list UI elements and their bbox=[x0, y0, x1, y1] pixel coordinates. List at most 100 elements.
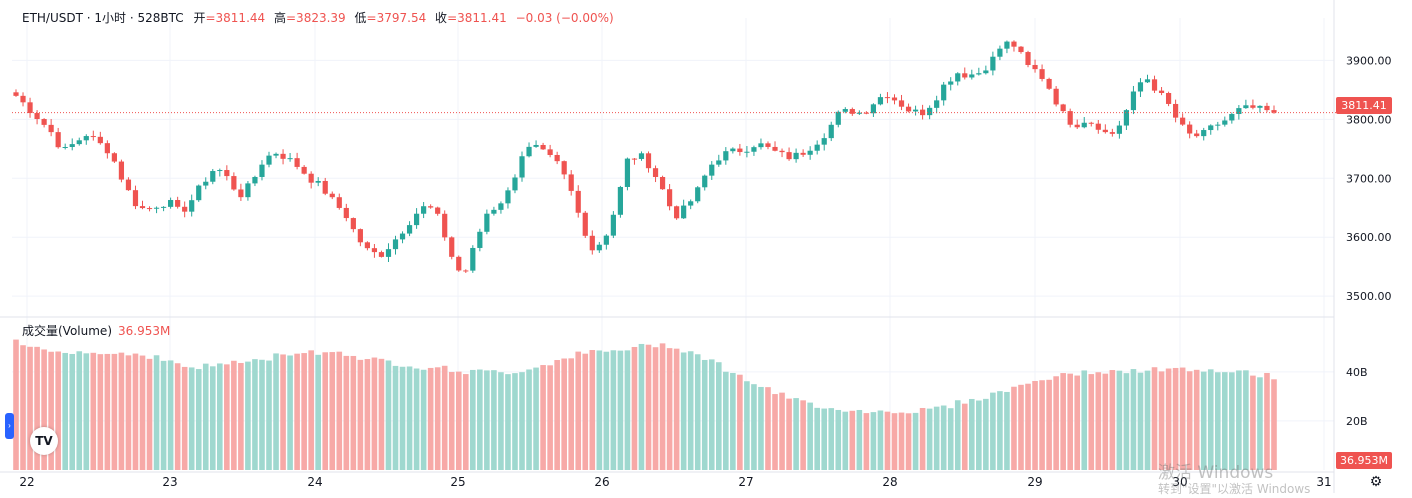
candle-body bbox=[62, 147, 68, 149]
time-tick-label: 28 bbox=[882, 475, 897, 489]
volume-bar bbox=[561, 358, 567, 470]
candle-body bbox=[203, 181, 209, 186]
candle-body bbox=[118, 161, 125, 180]
volume-bar bbox=[997, 391, 1003, 470]
candle-body bbox=[252, 176, 258, 184]
volume-bar bbox=[800, 400, 806, 470]
volume-value: 36.953M bbox=[118, 324, 171, 338]
candle-body bbox=[983, 70, 989, 74]
volume-bar bbox=[645, 344, 652, 470]
low-label: 低 bbox=[354, 11, 367, 25]
candle-body bbox=[934, 100, 940, 108]
volume-bar bbox=[209, 366, 216, 470]
volume-bar bbox=[807, 402, 813, 470]
last-volume-tag: 36.953M bbox=[1336, 452, 1392, 469]
candle-body bbox=[456, 256, 462, 271]
candle-body bbox=[90, 136, 96, 138]
candle-body bbox=[540, 144, 546, 150]
candle-body bbox=[1109, 132, 1115, 134]
candle-body bbox=[20, 95, 26, 103]
volume-bar bbox=[329, 352, 336, 470]
volume-bar bbox=[863, 413, 870, 470]
volume-bar bbox=[434, 367, 441, 470]
volume-bar bbox=[835, 409, 842, 470]
candle-body bbox=[168, 200, 174, 207]
volume-bar bbox=[392, 365, 399, 470]
gear-icon[interactable]: ⚙ bbox=[1369, 473, 1383, 489]
volume-bar bbox=[617, 350, 624, 470]
volume-bar bbox=[1214, 372, 1221, 470]
candle-body bbox=[666, 189, 673, 207]
open-value: =3811.44 bbox=[205, 11, 266, 25]
chevron-right-icon[interactable]: › bbox=[5, 413, 14, 439]
volume-bar bbox=[1067, 373, 1073, 470]
volume-bar bbox=[427, 367, 434, 470]
volume-bar bbox=[638, 343, 645, 470]
volume-bar bbox=[1123, 373, 1130, 470]
candle-body bbox=[97, 136, 103, 144]
volume-bar bbox=[1271, 379, 1277, 470]
volume-bar bbox=[814, 407, 820, 470]
candle-body bbox=[842, 109, 848, 112]
volume-bar bbox=[1018, 384, 1024, 470]
volume-bar bbox=[758, 386, 764, 470]
candle-body bbox=[1046, 78, 1052, 89]
volume-bar bbox=[441, 365, 448, 470]
volume-bar bbox=[772, 394, 778, 470]
candle-body bbox=[702, 175, 708, 188]
candle-body bbox=[329, 193, 335, 198]
volume-bar bbox=[1144, 370, 1151, 470]
volume-bar bbox=[294, 353, 300, 470]
candle-body bbox=[484, 213, 490, 232]
volume-label[interactable]: 成交量(Volume) bbox=[22, 324, 112, 338]
volume-bar bbox=[1109, 370, 1116, 470]
volume-bar bbox=[505, 374, 511, 470]
candle-body bbox=[463, 270, 469, 272]
candle-body bbox=[139, 206, 146, 209]
volume-bar bbox=[1004, 391, 1010, 470]
candle-body bbox=[392, 239, 399, 250]
volume-bar bbox=[385, 360, 392, 470]
volume-bar bbox=[34, 346, 40, 470]
volume-bar bbox=[512, 373, 518, 470]
volume-bar bbox=[1102, 373, 1109, 470]
volume-bar bbox=[27, 346, 33, 470]
candle-body bbox=[231, 176, 237, 190]
price-tick-label: 3700.00 bbox=[1346, 172, 1392, 185]
tradingview-logo-icon[interactable]: TV bbox=[30, 427, 58, 455]
volume-bar bbox=[1116, 370, 1123, 470]
candle-body bbox=[1229, 114, 1235, 121]
volume-bar bbox=[519, 372, 525, 470]
candle-body bbox=[568, 174, 574, 191]
volume-bar bbox=[308, 350, 314, 470]
candle-body bbox=[976, 73, 982, 75]
price-tick-label: 3800.00 bbox=[1346, 113, 1392, 126]
symbol-label[interactable]: ETH/USDT · 1小时 · 528BTC bbox=[22, 11, 184, 25]
candle-body bbox=[1201, 130, 1207, 137]
volume-bar bbox=[420, 369, 427, 470]
volume-bar bbox=[371, 357, 378, 470]
volume-bar bbox=[1200, 371, 1207, 470]
volume-bar bbox=[322, 352, 329, 470]
price-tick-label: 3600.00 bbox=[1346, 231, 1392, 244]
volume-bar bbox=[125, 355, 132, 470]
candle-body bbox=[428, 206, 434, 208]
volume-bar bbox=[744, 381, 750, 470]
volume-bar bbox=[55, 351, 61, 470]
candle-body bbox=[589, 235, 595, 251]
candle-body bbox=[1053, 88, 1059, 105]
candle-body bbox=[617, 186, 624, 215]
candle-body bbox=[526, 146, 532, 157]
volume-bar bbox=[132, 353, 139, 470]
volume-bar bbox=[828, 408, 835, 470]
volume-bar bbox=[195, 369, 202, 470]
volume-bar bbox=[730, 372, 736, 470]
candle-body bbox=[1074, 124, 1080, 128]
volume-bar bbox=[1011, 386, 1017, 470]
candle-body bbox=[399, 233, 406, 240]
volume-bar bbox=[217, 363, 223, 470]
candle-body bbox=[153, 207, 160, 209]
candle-body bbox=[758, 143, 764, 148]
